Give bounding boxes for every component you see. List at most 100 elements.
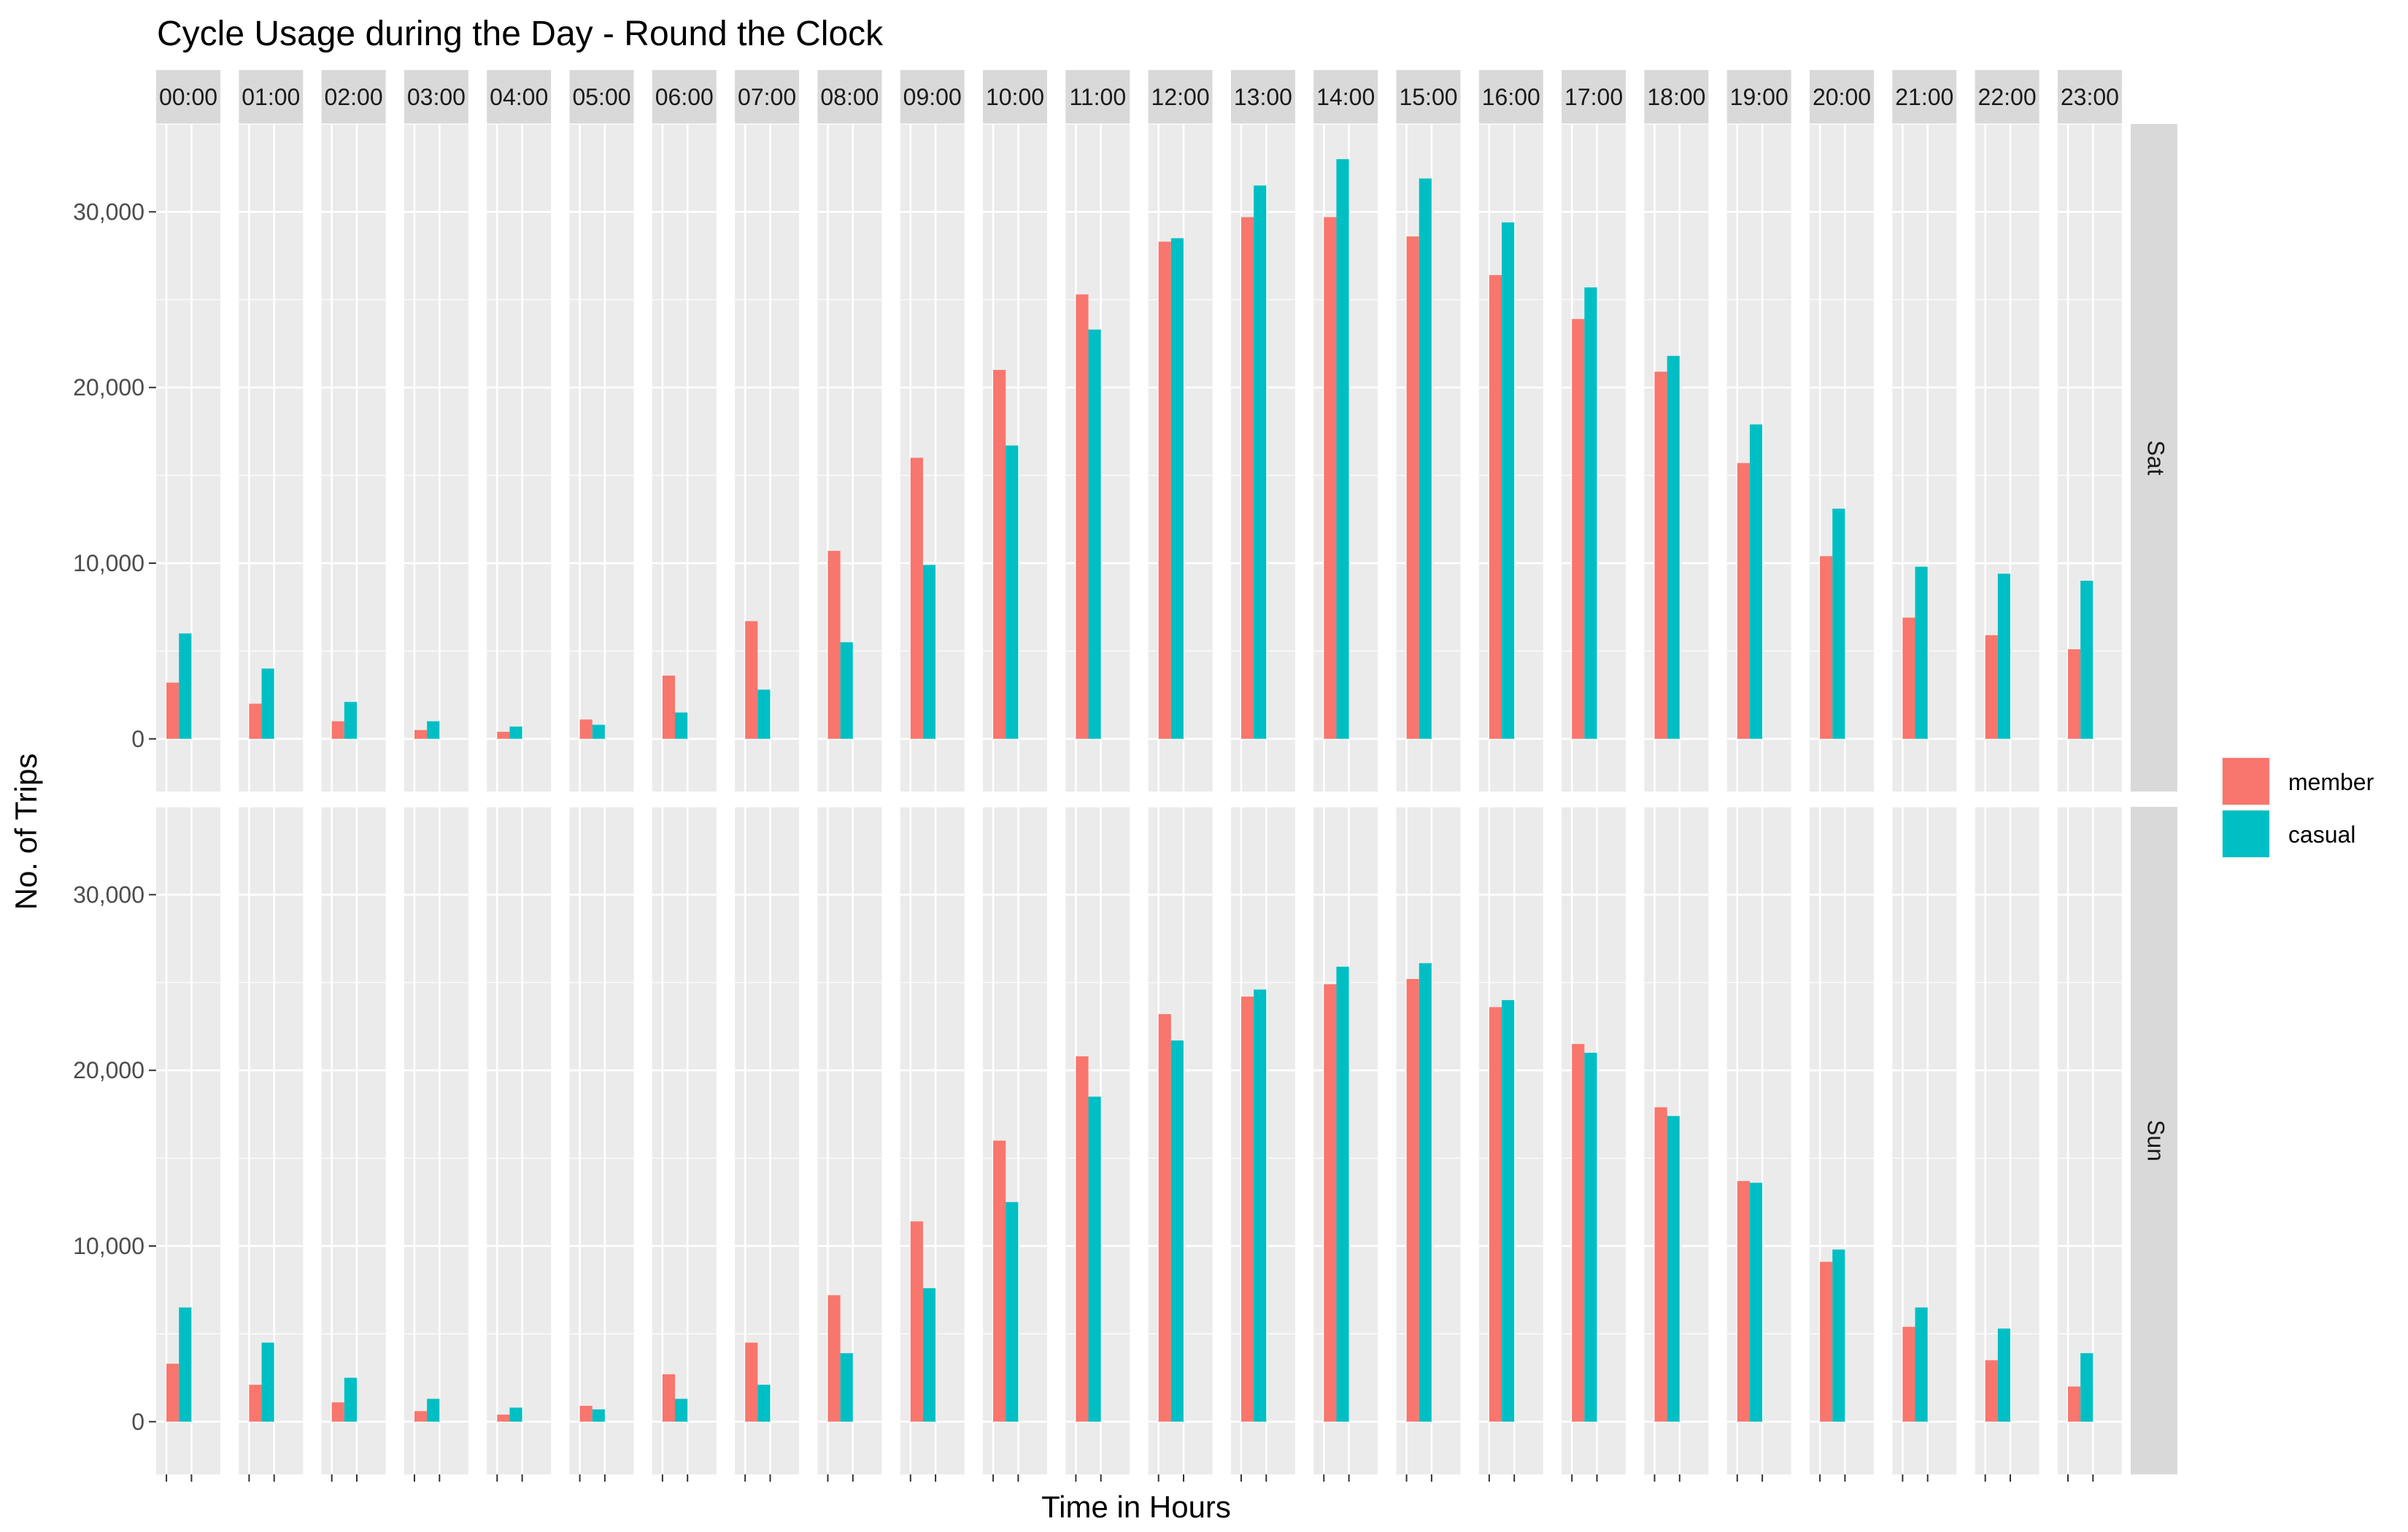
bar-member <box>414 730 428 739</box>
bar-casual <box>1667 1115 1680 1422</box>
bar-casual <box>344 1377 357 1422</box>
bar-member <box>910 457 923 739</box>
strip-hour <box>239 70 304 124</box>
bar-member <box>1572 1044 1585 1422</box>
bar-casual <box>1088 1096 1101 1422</box>
bar-casual <box>1419 963 1432 1422</box>
bar-casual <box>2080 581 2094 739</box>
bar-casual <box>1006 1202 1019 1422</box>
bar-casual <box>1997 573 2010 739</box>
strip-hour-label: 04:00 <box>490 84 548 110</box>
strip-hour-label: 01:00 <box>242 84 300 110</box>
bar-casual <box>1006 445 1019 739</box>
y-tick-label: 30,000 <box>73 881 144 908</box>
strip-hour-label: 23:00 <box>2061 84 2119 110</box>
bar-member <box>2067 1386 2081 1422</box>
bar-casual <box>2080 1353 2094 1422</box>
x-axis-title: Time in Hours <box>1041 1490 1231 1524</box>
legend-label-member: member <box>2288 769 2374 795</box>
bar-casual <box>1997 1328 2010 1422</box>
legend-swatch-casual <box>2222 811 2269 857</box>
bar-casual <box>1170 238 1184 739</box>
bar-casual <box>509 726 522 739</box>
bar-member <box>910 1221 923 1422</box>
strip-hour <box>1396 70 1461 124</box>
bar-casual <box>261 1342 274 1422</box>
bar-member <box>1076 1056 1089 1422</box>
bar-casual <box>1749 424 1763 739</box>
strip-hour <box>487 70 552 124</box>
bar-member <box>1240 217 1254 739</box>
strip-hour <box>569 70 634 124</box>
bar-member <box>1240 997 1254 1422</box>
bar-member <box>1902 1326 1915 1422</box>
strip-hour-label: 10:00 <box>986 84 1044 110</box>
bar-casual <box>1170 1040 1184 1422</box>
strip-hour <box>983 70 1047 124</box>
strip-hour-label: 12:00 <box>1151 84 1210 110</box>
bar-member <box>579 1406 593 1422</box>
bar-member <box>1985 1360 1998 1422</box>
bar-casual <box>1088 329 1101 739</box>
bar-member <box>2067 649 2081 739</box>
strip-hour <box>1065 70 1130 124</box>
strip-day-label: Sat <box>2142 440 2169 475</box>
bar-casual <box>757 1385 771 1422</box>
strip-hour-label: 02:00 <box>325 84 383 110</box>
bar-member <box>166 682 180 739</box>
bar-member <box>745 1342 758 1422</box>
strip-hour <box>817 70 882 124</box>
y-tick-label: 30,000 <box>73 198 144 225</box>
strip-hour <box>1892 70 1957 124</box>
bar-casual <box>1584 1053 1597 1422</box>
strip-hour-label: 21:00 <box>1895 84 1953 110</box>
strip-hour <box>735 70 800 124</box>
legend: member casual <box>2220 757 2374 859</box>
legend-swatch-member <box>2222 758 2269 805</box>
bar-member <box>249 1385 262 1422</box>
strip-hour-label: 14:00 <box>1316 84 1375 110</box>
bar-casual <box>592 1409 605 1422</box>
bar-casual <box>1832 508 1845 739</box>
strip-hour-label: 17:00 <box>1564 84 1623 110</box>
bar-member <box>1076 294 1089 739</box>
bar-casual <box>179 1307 192 1422</box>
bar-member <box>1654 1107 1667 1422</box>
bar-casual <box>344 702 357 739</box>
strip-hour-label: 18:00 <box>1647 84 1705 110</box>
strip-hour <box>156 70 220 124</box>
bar-member <box>1158 241 1171 739</box>
strip-day <box>2130 807 2177 1474</box>
bar-member <box>1406 978 1419 1422</box>
strip-hour <box>1975 70 2040 124</box>
bar-casual <box>1667 355 1680 739</box>
plot-area: 00:00 01:00 02:00 03:00 04:00 05:00 06:00 07:00… <box>73 70 2177 1482</box>
bar-member <box>1902 617 1915 739</box>
bar-casual <box>1584 287 1597 739</box>
strip-hour <box>1148 70 1213 124</box>
strip-hour-label: 05:00 <box>572 84 630 110</box>
bar-member <box>1820 1261 1833 1422</box>
bar-casual <box>261 668 274 739</box>
bar-member <box>993 1140 1006 1422</box>
strip-hour-label: 08:00 <box>820 84 879 110</box>
bar-member <box>662 676 676 739</box>
bar-member <box>1324 984 1337 1422</box>
strip-hour-label: 19:00 <box>1730 84 1788 110</box>
bar-casual <box>1254 185 1267 739</box>
bar-member <box>414 1411 428 1422</box>
bar-member <box>166 1363 180 1422</box>
strip-hour <box>652 70 717 124</box>
y-tick-label: 10,000 <box>73 550 144 576</box>
strip-hour-label: 07:00 <box>738 84 796 110</box>
bar-member <box>579 719 593 739</box>
bar-casual <box>922 1288 936 1422</box>
strip-hour <box>1562 70 1626 124</box>
bar-member <box>497 1415 510 1422</box>
strip-hour-label: 16:00 <box>1482 84 1540 110</box>
bar-casual <box>1336 967 1349 1422</box>
strip-hour <box>321 70 386 124</box>
bar-casual <box>840 642 853 739</box>
bar-casual <box>1336 159 1349 739</box>
bar-casual <box>509 1407 522 1422</box>
